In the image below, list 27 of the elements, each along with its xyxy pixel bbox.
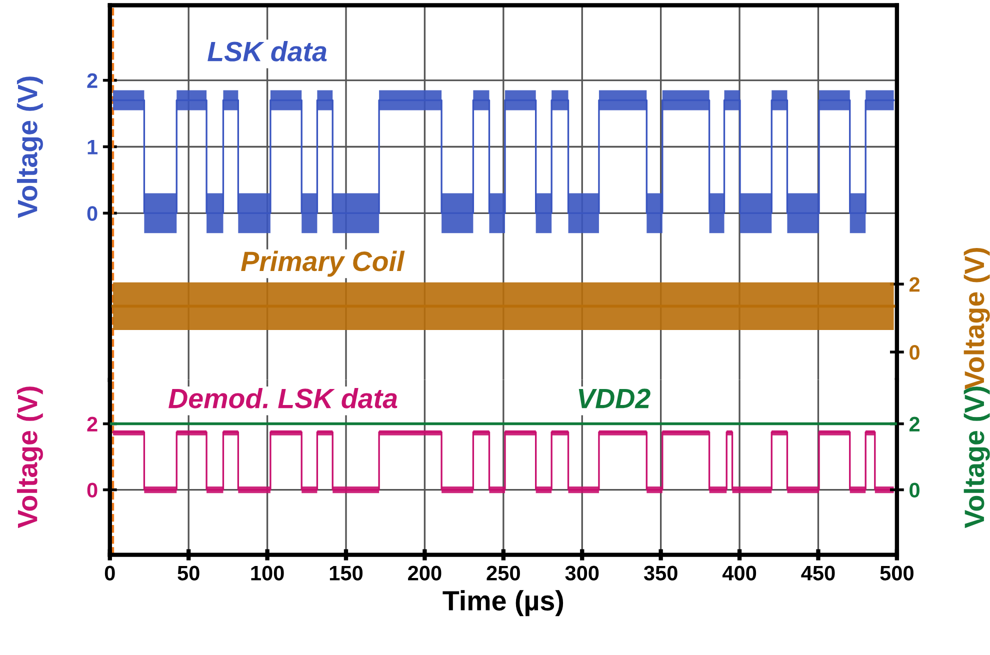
x-tick-label: 400 (722, 566, 756, 581)
x-tick-label: 100 (251, 566, 284, 581)
x-tick-label: 50 (178, 566, 200, 581)
series-label: VDD2 (578, 388, 650, 408)
x-tick-label: 150 (330, 566, 363, 581)
x-tick-label: 300 (565, 566, 599, 581)
y-tick-label: 0 (87, 206, 98, 221)
series-label: Demod. LSK data (168, 388, 398, 408)
y-tick-label: 0 (87, 482, 98, 498)
x-tick-label: 350 (644, 566, 678, 581)
series-label: Primary Coil (241, 250, 405, 277)
y-axis-title: Voltage (V) (16, 386, 43, 528)
y2-tick-label: 2 (909, 277, 920, 292)
y-tick-label: 2 (87, 73, 98, 88)
y-tick-label: 1 (88, 140, 98, 154)
x-tick-label: 500 (880, 566, 914, 581)
x-tick-label: 250 (486, 566, 520, 581)
x-tick-label: 200 (408, 566, 442, 581)
x-tick-label: 0 (104, 566, 115, 581)
y2-tick-label: 2 (909, 416, 920, 432)
y-axis-title: Voltage (V) (16, 76, 43, 218)
series-label: LSK data (208, 41, 327, 62)
x-axis-title: Time (µs) (442, 590, 564, 616)
y-tick-label: 2 (87, 416, 98, 432)
y2-tick-label: 0 (910, 345, 920, 360)
x-tick-label: 450 (801, 566, 835, 581)
y2-tick-label: 0 (910, 482, 920, 498)
